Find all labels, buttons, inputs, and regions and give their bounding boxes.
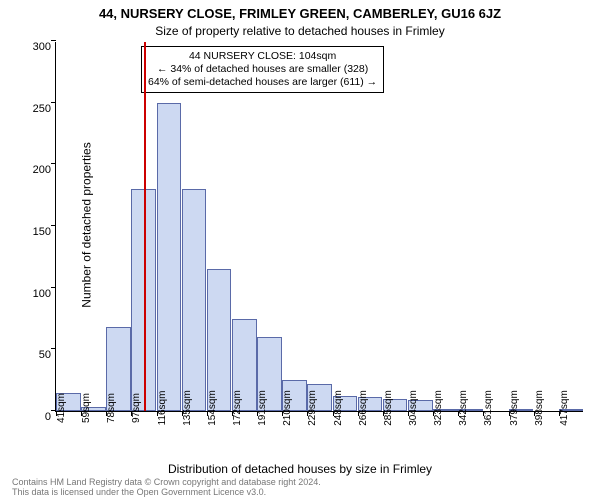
x-tick-label: 78sqm [106,393,117,423]
y-tick-label: 250 [21,103,51,115]
y-tick-label: 0 [21,411,51,423]
histogram-bar [157,103,182,411]
x-tick-label: 135sqm [182,390,193,426]
chart-subtitle: Size of property relative to detached ho… [0,24,600,38]
x-tick-label: 116sqm [157,391,168,426]
reference-line [144,42,146,411]
x-tick-label: 229sqm [307,390,318,426]
x-tick-label: 398sqm [534,390,545,426]
x-tick-label: 417sqm [559,390,570,426]
annotation-line-1: 44 NURSERY CLOSE: 104sqm [148,50,377,63]
x-tick-label: 191sqm [257,390,268,426]
x-tick-label: 304sqm [408,390,419,426]
y-tick-mark [51,348,56,349]
x-tick-label: 361sqm [483,390,494,426]
y-tick-mark [51,287,56,288]
x-tick-label: 266sqm [358,390,369,426]
chart-title: 44, NURSERY CLOSE, FRIMLEY GREEN, CAMBER… [0,6,600,21]
plot-area: 44 NURSERY CLOSE: 104sqm ← 34% of detach… [55,42,583,412]
y-tick-mark [51,225,56,226]
x-tick-label: 379sqm [509,390,520,426]
y-tick-mark [51,163,56,164]
y-tick-label: 100 [21,288,51,300]
annotation-box: 44 NURSERY CLOSE: 104sqm ← 34% of detach… [141,46,384,93]
x-tick-label: 97sqm [131,393,142,423]
annotation-line-2: ← 34% of detached houses are smaller (32… [148,63,377,76]
y-tick-mark [51,40,56,41]
y-tick-label: 300 [21,41,51,53]
x-tick-label: 285sqm [383,390,394,426]
x-axis-label: Distribution of detached houses by size … [0,462,600,476]
footer: Contains HM Land Registry data © Crown c… [12,478,321,498]
y-tick-mark [51,102,56,103]
x-tick-label: 210sqm [282,390,293,426]
x-tick-label: 172sqm [232,390,243,426]
x-tick-label: 248sqm [333,390,344,426]
y-tick-label: 50 [21,349,51,361]
annotation-line-3: 64% of semi-detached houses are larger (… [148,76,377,89]
y-tick-label: 150 [21,226,51,238]
x-tick-label: 41sqm [56,393,67,423]
y-tick-label: 200 [21,164,51,176]
x-tick-label: 154sqm [207,390,218,426]
chart-container: 44, NURSERY CLOSE, FRIMLEY GREEN, CAMBER… [0,0,600,500]
footer-line-2: This data is licensed under the Open Gov… [12,488,321,498]
x-tick-label: 342sqm [458,390,469,426]
x-tick-label: 323sqm [433,390,444,426]
x-tick-label: 59sqm [81,393,92,423]
histogram-bar [182,189,207,411]
